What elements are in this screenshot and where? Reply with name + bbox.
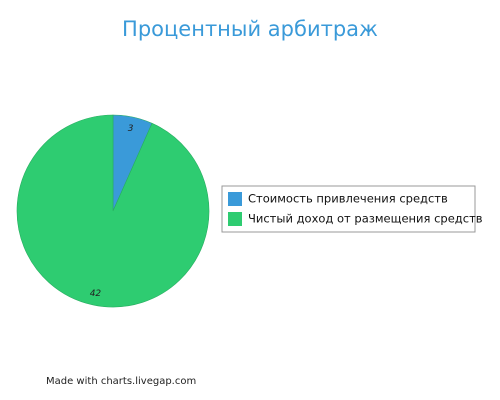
legend-label: Стоимость привлечения средств xyxy=(248,192,448,206)
data-label: 3 xyxy=(128,124,134,134)
pie-slice xyxy=(16,114,210,308)
legend xyxy=(221,185,476,233)
chart-title: Процентный арбитраж xyxy=(122,17,378,41)
data-label: 42 xyxy=(90,289,102,299)
credit: Made with charts.livegap.com xyxy=(46,376,196,387)
legend-swatch xyxy=(228,192,242,206)
legend-swatch xyxy=(228,212,242,226)
legend-label: Чистый доход от размещения средств xyxy=(248,212,483,226)
